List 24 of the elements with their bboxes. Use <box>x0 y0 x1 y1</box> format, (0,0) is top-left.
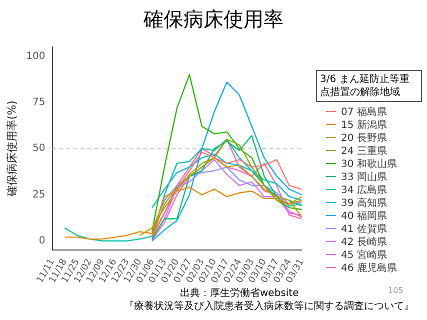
legend-label: 41 佐賀県 <box>341 222 387 236</box>
text: 『療養状況等及び入院患者受入病床数等に関する調査について』 <box>124 300 414 313</box>
legend-label: 39 高知県 <box>341 196 387 210</box>
legend-label: 34 広島県 <box>341 184 387 196</box>
y-tick-label: 0 <box>38 236 46 246</box>
y-tick-label: 50 <box>32 143 46 154</box>
legend-label: 24 三重県 <box>341 144 387 158</box>
legend-label: 45 宮崎県 <box>341 248 387 262</box>
y-axis-title: 確保病床使用率(%) <box>5 100 18 198</box>
legend-label: 15 新潟県 <box>341 118 387 132</box>
legend-label: 46 鹿児島県 <box>341 262 397 274</box>
y-tick-label: 100 <box>26 50 46 62</box>
legend-label: 07 福島県 <box>341 106 387 118</box>
legend-label: 20 長野県 <box>341 132 387 144</box>
legend-label: 30 和歌山県 <box>341 158 397 170</box>
legend-label: 40 福岡県 <box>341 210 387 222</box>
y-tick-label: 75 <box>32 96 46 108</box>
source-note: 出典：厚生労働省website <box>180 286 299 300</box>
text: 105 <box>388 286 404 295</box>
legend-label: 42 長崎県 <box>341 236 387 248</box>
y-tick-label: 25 <box>32 189 46 200</box>
legend-title: 3/6 まん延防止等重点措置の解除地域 <box>316 70 422 102</box>
chart-title: 確保病床使用率 <box>142 6 284 33</box>
legend-label: 33 岡山県 <box>341 170 387 184</box>
